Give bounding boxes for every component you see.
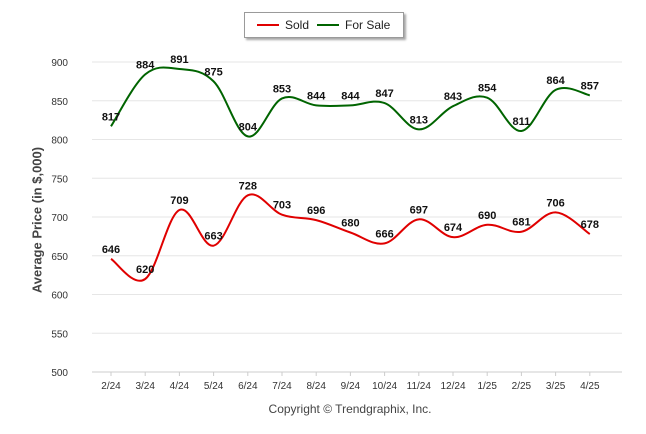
x-tick-label: 11/24 bbox=[407, 381, 432, 392]
data-label-for-sale: 864 bbox=[546, 75, 565, 87]
data-label-for-sale: 844 bbox=[307, 90, 326, 102]
data-label-for-sale: 817 bbox=[102, 111, 120, 123]
data-label-for-sale: 854 bbox=[478, 83, 497, 95]
series-line-for-sale bbox=[110, 66, 591, 138]
data-label-sold: 696 bbox=[307, 205, 325, 217]
x-tick-label: 6/24 bbox=[238, 381, 258, 392]
x-tick-label: 4/25 bbox=[580, 381, 600, 392]
gridlines bbox=[92, 61, 622, 373]
x-tick-label: 4/24 bbox=[170, 381, 190, 392]
x-tick-label: 8/24 bbox=[306, 381, 326, 392]
y-tick-label: 550 bbox=[51, 329, 68, 340]
data-label-sold: 674 bbox=[444, 222, 463, 234]
legend: Sold For Sale bbox=[244, 12, 404, 38]
x-tick-label: 7/24 bbox=[272, 381, 292, 392]
y-tick-label: 850 bbox=[51, 97, 68, 108]
y-tick-label: 800 bbox=[51, 136, 68, 147]
data-label-sold: 709 bbox=[170, 195, 188, 207]
y-tick-label: 650 bbox=[51, 252, 68, 263]
x-tick-label: 3/24 bbox=[135, 381, 155, 392]
x-tick-label: 2/24 bbox=[101, 381, 121, 392]
legend-item-for-sale[interactable]: For Sale bbox=[317, 18, 390, 32]
data-label-sold: 680 bbox=[341, 218, 359, 230]
x-tick-label: 1/25 bbox=[477, 381, 497, 392]
x-tick-label: 9/24 bbox=[341, 381, 361, 392]
data-label-sold: 678 bbox=[581, 219, 599, 231]
data-label-sold: 703 bbox=[273, 200, 291, 212]
data-label-sold: 681 bbox=[512, 217, 530, 229]
data-label-sold: 728 bbox=[239, 180, 257, 192]
data-label-for-sale: 804 bbox=[239, 121, 258, 133]
data-label-sold: 706 bbox=[546, 197, 564, 209]
legend-label-sold: Sold bbox=[285, 18, 310, 32]
data-label-for-sale: 844 bbox=[341, 90, 360, 102]
data-labels: 646 620 709 663 728 703 696 680 666 697 674 690 681 7… bbox=[102, 54, 599, 276]
data-label-sold: 620 bbox=[136, 264, 154, 276]
data-label-sold: 663 bbox=[204, 231, 222, 243]
data-label-sold: 690 bbox=[478, 210, 496, 222]
y-tick-label: 750 bbox=[51, 174, 68, 185]
data-label-for-sale: 875 bbox=[204, 66, 222, 78]
x-tick-label: 10/24 bbox=[372, 381, 397, 392]
series-lines bbox=[110, 66, 591, 282]
data-label-for-sale: 811 bbox=[513, 116, 531, 128]
y-tick-label: 700 bbox=[51, 213, 68, 224]
y-axis-title: Average Price (in $,000) bbox=[29, 146, 45, 294]
data-label-for-sale: 891 bbox=[170, 54, 188, 66]
copyright-credit: Copyright © Trendgraphix, Inc. bbox=[268, 402, 432, 416]
x-axis-ticks: 2/24 3/24 4/24 5/24 6/24 7/24 8/24 9/24 10/24 11/… bbox=[101, 372, 600, 392]
y-tick-label: 500 bbox=[51, 368, 68, 379]
legend-item-sold[interactable]: Sold bbox=[257, 18, 309, 32]
x-tick-label: 5/24 bbox=[204, 381, 224, 392]
x-tick-label: 2/25 bbox=[512, 381, 532, 392]
data-label-sold: 666 bbox=[375, 228, 393, 240]
y-axis-ticks: 500 550 600 650 700 750 800 850 900 bbox=[51, 58, 68, 379]
sold-swatch bbox=[257, 24, 279, 26]
for-sale-swatch bbox=[317, 24, 339, 26]
legend-label-for-sale: For Sale bbox=[345, 18, 391, 32]
data-label-for-sale: 847 bbox=[375, 88, 393, 100]
y-tick-label: 900 bbox=[51, 58, 68, 69]
data-label-for-sale: 843 bbox=[444, 91, 462, 103]
data-label-for-sale: 857 bbox=[581, 80, 599, 92]
y-tick-label: 600 bbox=[51, 291, 68, 302]
x-tick-label: 12/24 bbox=[440, 381, 465, 392]
series-line-sold bbox=[110, 193, 591, 282]
data-label-for-sale: 884 bbox=[136, 59, 155, 71]
data-label-for-sale: 813 bbox=[410, 114, 428, 126]
data-label-for-sale: 853 bbox=[273, 83, 291, 95]
x-tick-label: 3/25 bbox=[546, 381, 566, 392]
data-label-sold: 646 bbox=[102, 244, 120, 256]
data-label-sold: 697 bbox=[410, 204, 428, 216]
